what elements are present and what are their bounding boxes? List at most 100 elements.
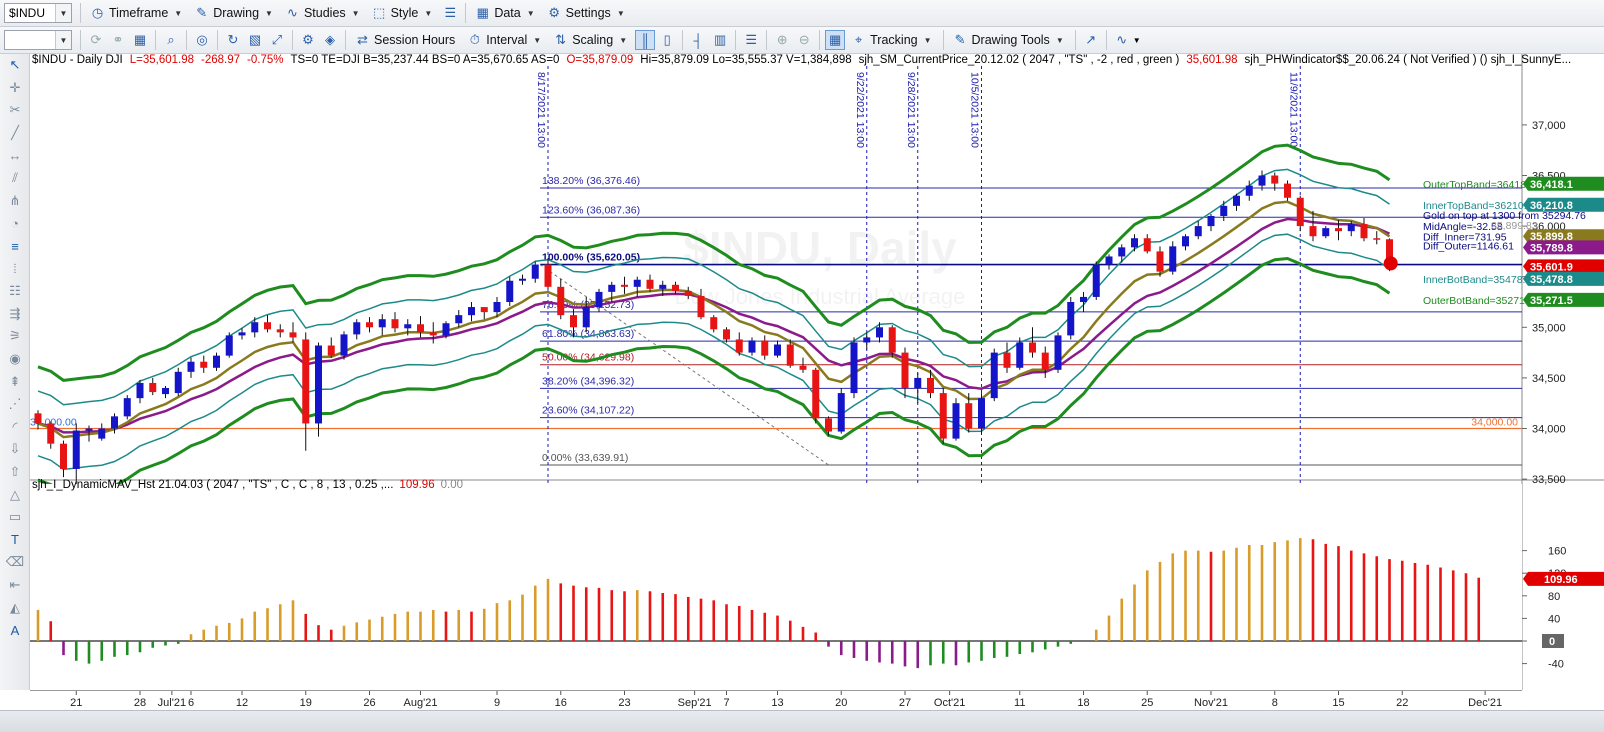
zoom-in-icon[interactable]: ⊕ [776, 32, 788, 47]
tracking-button[interactable]: ⌖ Tracking ▼ [846, 29, 936, 51]
magnify-chart-icon[interactable]: ⌕ [167, 32, 175, 47]
candle[interactable] [850, 337, 858, 399]
gann-icon[interactable]: ◔ [11, 215, 19, 231]
regression-icon[interactable]: ⋰ [8, 396, 22, 412]
candle[interactable] [1296, 195, 1304, 232]
rectangle-icon[interactable]: ▭ [8, 509, 22, 525]
candle[interactable] [1003, 342, 1011, 373]
interval-button[interactable]: ⏱ Interval ▼ [462, 29, 546, 51]
candle[interactable] [786, 339, 794, 368]
arc-icon[interactable]: ◜ [12, 418, 18, 434]
fib-ext-icon[interactable]: ⦙ [13, 260, 17, 276]
speed-lines-icon[interactable]: ⇞ [9, 373, 21, 389]
candle[interactable] [748, 337, 756, 356]
candle[interactable] [353, 319, 361, 340]
candle[interactable] [888, 325, 896, 358]
fib-time-icon[interactable]: ☷ [9, 283, 21, 299]
refresh-icon[interactable]: ⟳ [90, 32, 102, 47]
candle[interactable] [646, 274, 654, 292]
candle[interactable] [1041, 346, 1049, 378]
candle[interactable] [213, 352, 220, 371]
candle[interactable] [468, 302, 475, 322]
fib-trend-line[interactable] [539, 264, 829, 466]
candle[interactable] [1029, 327, 1036, 358]
candle[interactable] [1373, 231, 1381, 245]
indicator-icon[interactable]: ∿ [1116, 32, 1128, 47]
candle[interactable] [366, 317, 373, 333]
candle[interactable] [442, 321, 450, 339]
candle[interactable] [710, 315, 718, 333]
candle[interactable] [238, 328, 246, 340]
candle[interactable] [735, 332, 743, 356]
candle[interactable] [774, 340, 781, 358]
candle[interactable] [111, 413, 118, 434]
candle[interactable] [1258, 170, 1266, 191]
candle[interactable] [149, 377, 157, 396]
candle[interactable] [417, 316, 424, 338]
spiral-icon[interactable]: ◉ [9, 351, 21, 367]
arrow-down-icon[interactable]: ⇩ [9, 441, 21, 457]
text-tool-icon[interactable]: T [11, 532, 19, 548]
symbol-value[interactable]: $INDU [9, 6, 46, 20]
candle[interactable] [98, 423, 106, 441]
candle[interactable] [1131, 234, 1138, 252]
candle[interactable] [570, 309, 577, 338]
candle[interactable] [939, 388, 947, 444]
paint-icon[interactable]: ◭ [10, 599, 20, 615]
cycle-icon[interactable]: ⇶ [9, 305, 21, 321]
candle[interactable] [1322, 226, 1330, 239]
symbol-combo[interactable]: $INDU ▼ [4, 3, 72, 23]
triangle-icon[interactable]: △ [10, 486, 20, 502]
candle-hollow-icon[interactable]: ▯ [663, 32, 671, 47]
bar-settings-icon[interactable]: ▥ [713, 32, 727, 47]
text-box-icon[interactable]: A [10, 622, 20, 638]
candle[interactable] [1118, 244, 1126, 263]
candle[interactable] [455, 310, 463, 328]
candle[interactable] [327, 337, 335, 358]
chevron-down-icon[interactable]: ▼ [1132, 35, 1141, 45]
candle[interactable] [595, 288, 603, 313]
candle[interactable] [391, 312, 399, 333]
candle[interactable] [621, 276, 628, 294]
zoom-out-icon[interactable]: ⊖ [798, 32, 810, 47]
interval-combo[interactable]: ▼ [4, 30, 72, 50]
candle[interactable] [1207, 213, 1215, 232]
candle[interactable] [544, 258, 552, 289]
candle[interactable] [1054, 332, 1062, 373]
candle[interactable] [315, 342, 322, 437]
candle[interactable] [251, 317, 259, 338]
candle[interactable] [557, 278, 565, 320]
sync-icon[interactable]: ↻ [227, 32, 239, 47]
candle[interactable] [1156, 246, 1164, 277]
candle[interactable] [187, 357, 195, 378]
candle[interactable] [990, 348, 998, 402]
candle[interactable] [965, 393, 973, 433]
chart-zoom-icon[interactable]: ⤢ [271, 32, 283, 47]
candle[interactable] [1092, 261, 1100, 300]
candle[interactable] [659, 280, 667, 296]
link-icon[interactable]: ⚭ [112, 32, 124, 47]
candle[interactable] [1271, 172, 1279, 191]
candle[interactable] [837, 388, 845, 434]
candle[interactable] [264, 315, 271, 333]
candle[interactable] [927, 369, 934, 399]
session-hours-button[interactable]: ⇄ Session Hours [350, 29, 460, 51]
drawing-tools-button[interactable]: ✎ Drawing Tools ▼ [948, 29, 1069, 51]
candle[interactable] [174, 367, 182, 397]
candle[interactable] [684, 286, 692, 299]
menu-drawing-button[interactable]: ✎ Drawing ▼ [189, 2, 278, 24]
candle[interactable] [876, 322, 883, 343]
ray-tool-icon[interactable]: ↔ [8, 148, 22, 164]
wrench-icon[interactable]: ✂ [9, 102, 21, 118]
grid-icon[interactable]: ▦ [133, 32, 147, 47]
pitchfork-icon[interactable]: ⋔ [9, 192, 21, 208]
candle[interactable] [608, 281, 616, 302]
candle[interactable] [863, 332, 871, 350]
menu-style-button[interactable]: ⬚ Style ▼ [367, 2, 438, 24]
candle[interactable] [404, 319, 412, 336]
candle[interactable] [914, 372, 922, 404]
fib-fan-icon[interactable]: ⚞ [9, 328, 21, 344]
candle[interactable] [1143, 234, 1151, 254]
candle[interactable] [633, 276, 641, 297]
